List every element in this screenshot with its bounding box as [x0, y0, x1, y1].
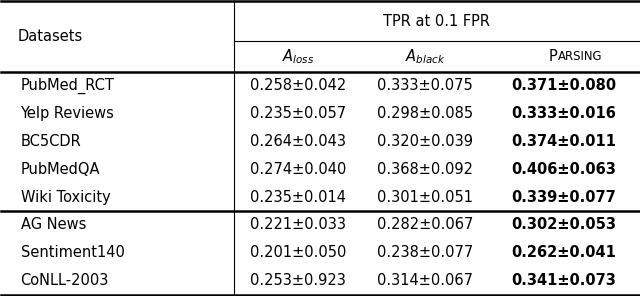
- Text: 0.235±0.057: 0.235±0.057: [250, 106, 346, 121]
- Text: PubMed_RCT: PubMed_RCT: [20, 78, 115, 94]
- Text: 0.235±0.014: 0.235±0.014: [250, 190, 346, 205]
- Text: 0.253±0.923: 0.253±0.923: [250, 273, 346, 288]
- Text: 0.301±0.051: 0.301±0.051: [377, 190, 473, 205]
- Text: 0.339±0.077: 0.339±0.077: [511, 190, 616, 205]
- Text: $A_{loss}$: $A_{loss}$: [282, 47, 314, 66]
- Text: 0.333±0.075: 0.333±0.075: [377, 78, 473, 93]
- Text: 0.298±0.085: 0.298±0.085: [377, 106, 473, 121]
- Text: Wiki Toxicity: Wiki Toxicity: [20, 190, 110, 205]
- Text: 0.201±0.050: 0.201±0.050: [250, 245, 346, 260]
- Text: Yelp Reviews: Yelp Reviews: [20, 106, 115, 121]
- Text: AG News: AG News: [20, 218, 86, 232]
- Text: 0.302±0.053: 0.302±0.053: [511, 218, 616, 232]
- Text: TPR at 0.1 FPR: TPR at 0.1 FPR: [383, 14, 490, 29]
- Text: Datasets: Datasets: [17, 29, 83, 44]
- Text: 0.406±0.063: 0.406±0.063: [511, 162, 616, 177]
- Text: 0.314±0.067: 0.314±0.067: [377, 273, 473, 288]
- Text: BC5CDR: BC5CDR: [20, 134, 81, 149]
- Text: 0.274±0.040: 0.274±0.040: [250, 162, 346, 177]
- Text: 0.264±0.043: 0.264±0.043: [250, 134, 346, 149]
- Text: 0.374±0.011: 0.374±0.011: [511, 134, 616, 149]
- Text: 0.258±0.042: 0.258±0.042: [250, 78, 346, 93]
- Text: CoNLL-2003: CoNLL-2003: [20, 273, 109, 288]
- Text: 0.333±0.016: 0.333±0.016: [511, 106, 616, 121]
- Text: 0.368±0.092: 0.368±0.092: [377, 162, 473, 177]
- Text: 0.238±0.077: 0.238±0.077: [377, 245, 473, 260]
- Text: ARSING: ARSING: [558, 50, 602, 63]
- Text: $A_{black}$: $A_{black}$: [405, 47, 445, 66]
- Text: 0.221±0.033: 0.221±0.033: [250, 218, 346, 232]
- Text: 0.341±0.073: 0.341±0.073: [511, 273, 616, 288]
- Text: 0.371±0.080: 0.371±0.080: [511, 78, 616, 93]
- Text: Sentiment140: Sentiment140: [20, 245, 124, 260]
- Text: 0.262±0.041: 0.262±0.041: [511, 245, 616, 260]
- Text: 0.320±0.039: 0.320±0.039: [377, 134, 473, 149]
- Text: P: P: [548, 49, 557, 64]
- Text: 0.282±0.067: 0.282±0.067: [377, 218, 474, 232]
- Text: PubMedQA: PubMedQA: [20, 162, 100, 177]
